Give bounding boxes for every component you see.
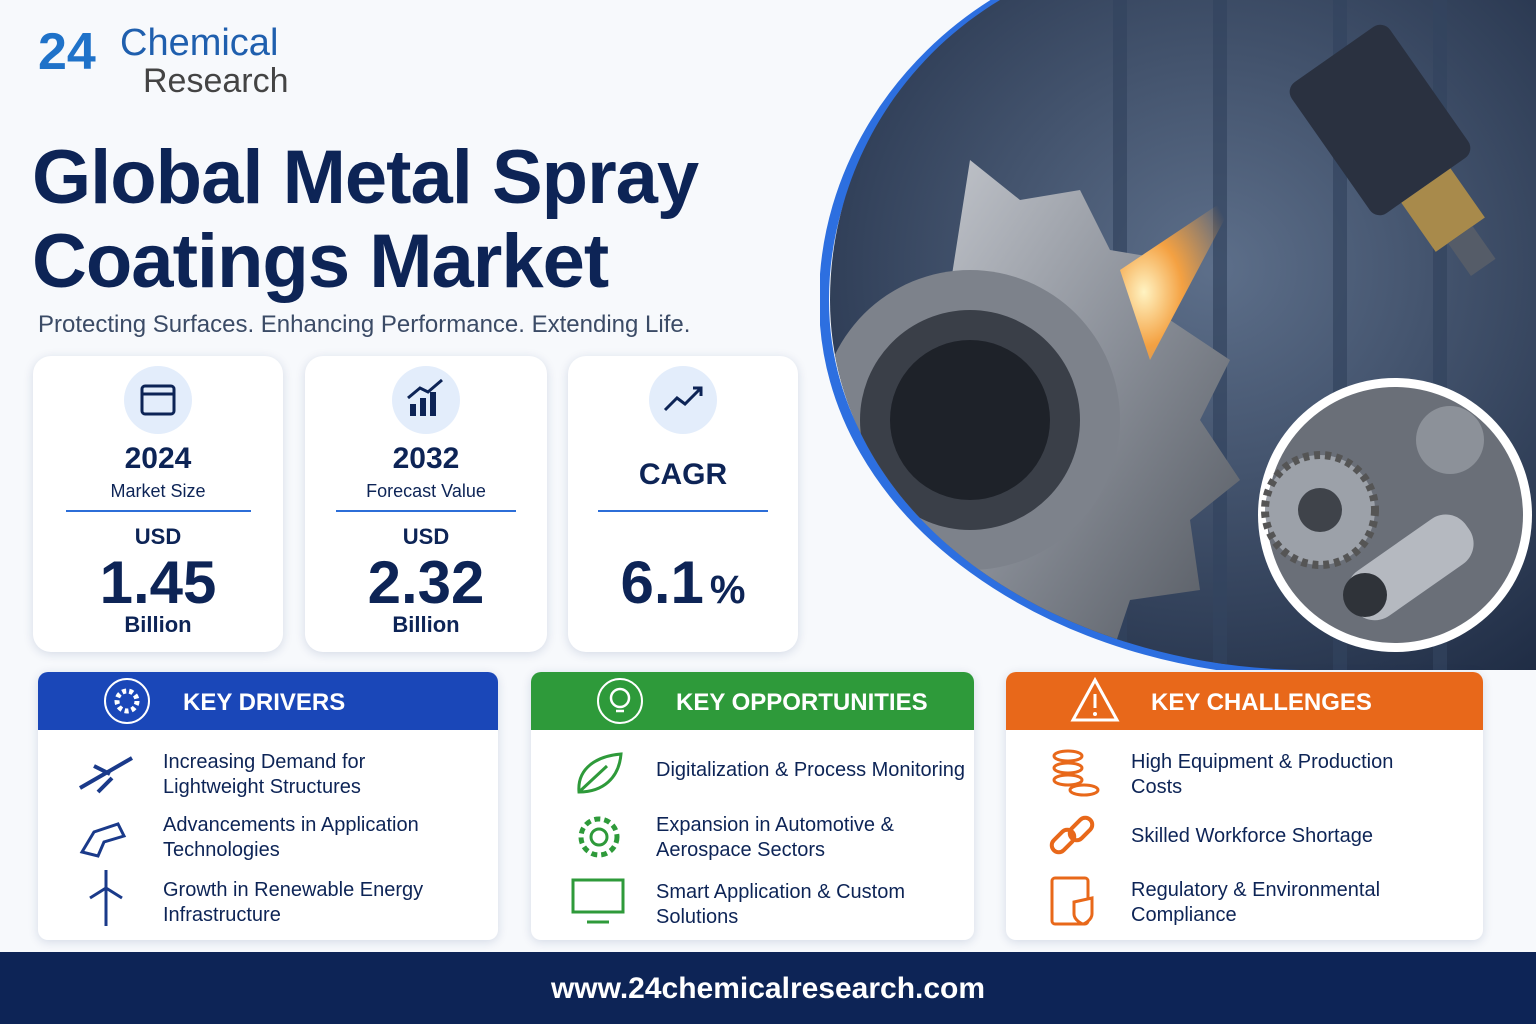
stat-caption: Forecast Value bbox=[366, 481, 486, 501]
panel-item: Skilled Workforce Shortage bbox=[1131, 825, 1373, 847]
divider bbox=[336, 510, 516, 512]
bulb-icon bbox=[597, 678, 643, 724]
calendar-icon bbox=[124, 366, 192, 434]
challenges-panel: KEY CHALLENGES High Equipment & Producti… bbox=[1006, 672, 1483, 940]
panel-title: KEY CHALLENGES bbox=[1151, 689, 1372, 716]
stat-unit: Billion bbox=[392, 612, 460, 637]
divider bbox=[597, 510, 769, 512]
stat-card: 2024 Market Size USD 1.45 Billion bbox=[33, 356, 283, 652]
chain-icon bbox=[1049, 815, 1095, 855]
panel-title: KEY OPPORTUNITIES bbox=[676, 689, 928, 716]
stat-card: 2032 Forecast Value USD 2.32 Billion bbox=[305, 356, 547, 652]
stat-value: 1.45 bbox=[99, 549, 217, 616]
panel-item: High Equipment & Production Costs bbox=[1131, 751, 1394, 798]
divider bbox=[65, 510, 251, 512]
panel-item: Regulatory & Environmental Compliance bbox=[1131, 879, 1381, 926]
stat-prefix: USD bbox=[402, 524, 450, 549]
stat-value: 2.32 bbox=[367, 549, 485, 616]
stat-caption: Market Size bbox=[110, 481, 206, 501]
warning-icon bbox=[1070, 676, 1120, 722]
footer-url[interactable]: www.24chemicalresearch.com bbox=[550, 972, 986, 1005]
stat-card: CAGR 6.1% bbox=[568, 356, 798, 652]
opportunities-panel: KEY OPPORTUNITIES Digitalization & Proce… bbox=[531, 672, 974, 940]
title-line2: Coatings Market bbox=[32, 219, 609, 304]
leaf-icon bbox=[577, 752, 623, 794]
stat-prefix: USD bbox=[134, 524, 182, 549]
turbine-icon bbox=[89, 870, 123, 926]
stat-value-row: 6.1% bbox=[568, 548, 798, 617]
logo-line1: Chemical bbox=[120, 22, 279, 64]
panel-header: KEY DRIVERS bbox=[38, 672, 498, 730]
clipboard-icon bbox=[1050, 876, 1094, 926]
panel-item: Smart Application & Custom Solutions bbox=[656, 881, 905, 928]
title-line1: Global Metal Spray bbox=[32, 135, 699, 220]
panel-item: Growth in Renewable Energy Infrastructur… bbox=[163, 879, 424, 926]
panel-item: Increasing Demand for Lightweight Struct… bbox=[163, 751, 366, 798]
coins-icon bbox=[1052, 749, 1100, 797]
stat-heading: 2032 bbox=[392, 442, 460, 475]
panel-item: Expansion in Automotive & Aerospace Sect… bbox=[656, 814, 894, 861]
monitor-icon bbox=[571, 878, 625, 924]
stat-heading: 2024 bbox=[124, 442, 192, 475]
hero-photo bbox=[820, 0, 1536, 670]
panel-header: KEY CHALLENGES bbox=[1006, 672, 1483, 730]
panel-item: Advancements in Application Technologies bbox=[163, 814, 419, 861]
stat-unit: % bbox=[709, 568, 746, 612]
panel-title: KEY DRIVERS bbox=[183, 689, 346, 716]
panel-item: Digitalization & Process Monitoring bbox=[656, 759, 966, 781]
panel-header: KEY OPPORTUNITIES bbox=[531, 672, 974, 730]
logo-number: 24 bbox=[38, 23, 96, 81]
gear-icon bbox=[104, 678, 150, 724]
gear-icon bbox=[578, 816, 620, 858]
stat-unit: Billion bbox=[124, 612, 192, 637]
stat-heading: CAGR bbox=[638, 458, 728, 491]
logo-line2: Research bbox=[143, 62, 289, 100]
plane-icon bbox=[79, 756, 133, 794]
trend-icon bbox=[649, 366, 717, 434]
drivers-panel: KEY DRIVERS Increasing Demand for Lightw… bbox=[38, 672, 498, 940]
footer: www.24chemicalresearch.com bbox=[0, 952, 1536, 1024]
growth-icon bbox=[392, 366, 460, 434]
subtitle: Protecting Surfaces. Enhancing Performan… bbox=[38, 311, 691, 338]
spray-gun-icon bbox=[79, 822, 127, 858]
stat-value: 6.1 bbox=[620, 549, 704, 616]
